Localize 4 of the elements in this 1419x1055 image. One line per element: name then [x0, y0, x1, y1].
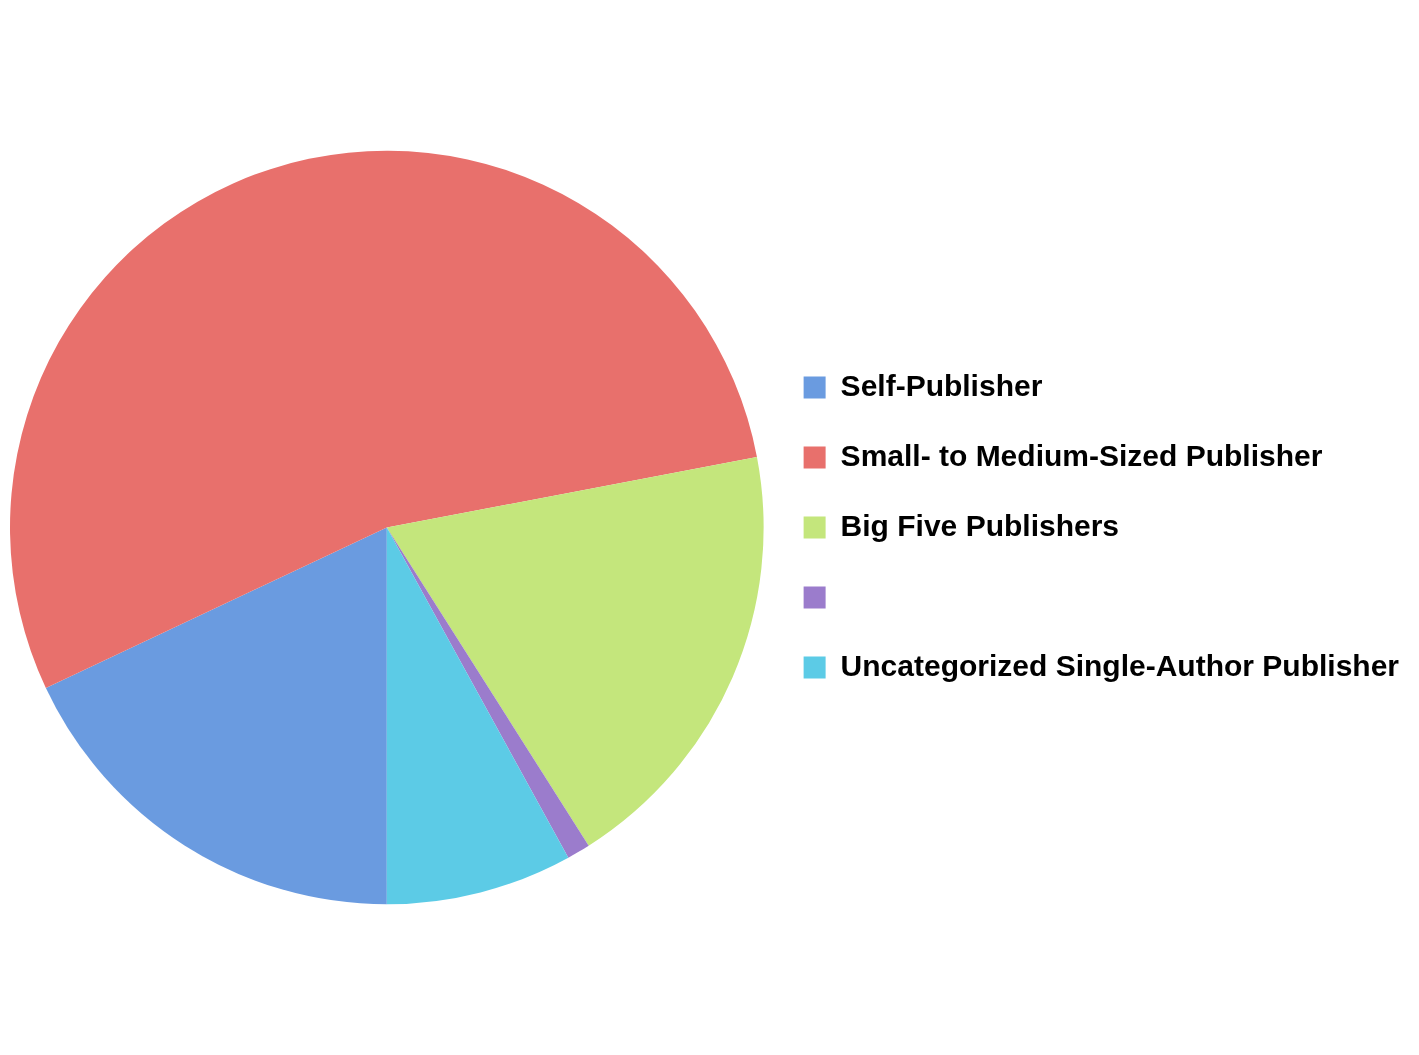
- legend-label: Big Five Publishers: [840, 508, 1120, 542]
- legend-label: Self-Publisher: [840, 368, 1043, 402]
- legend-label: Small- to Medium-Sized Publisher: [840, 438, 1323, 472]
- legend-label: Uncategorized Single-Author Publisher: [840, 648, 1400, 682]
